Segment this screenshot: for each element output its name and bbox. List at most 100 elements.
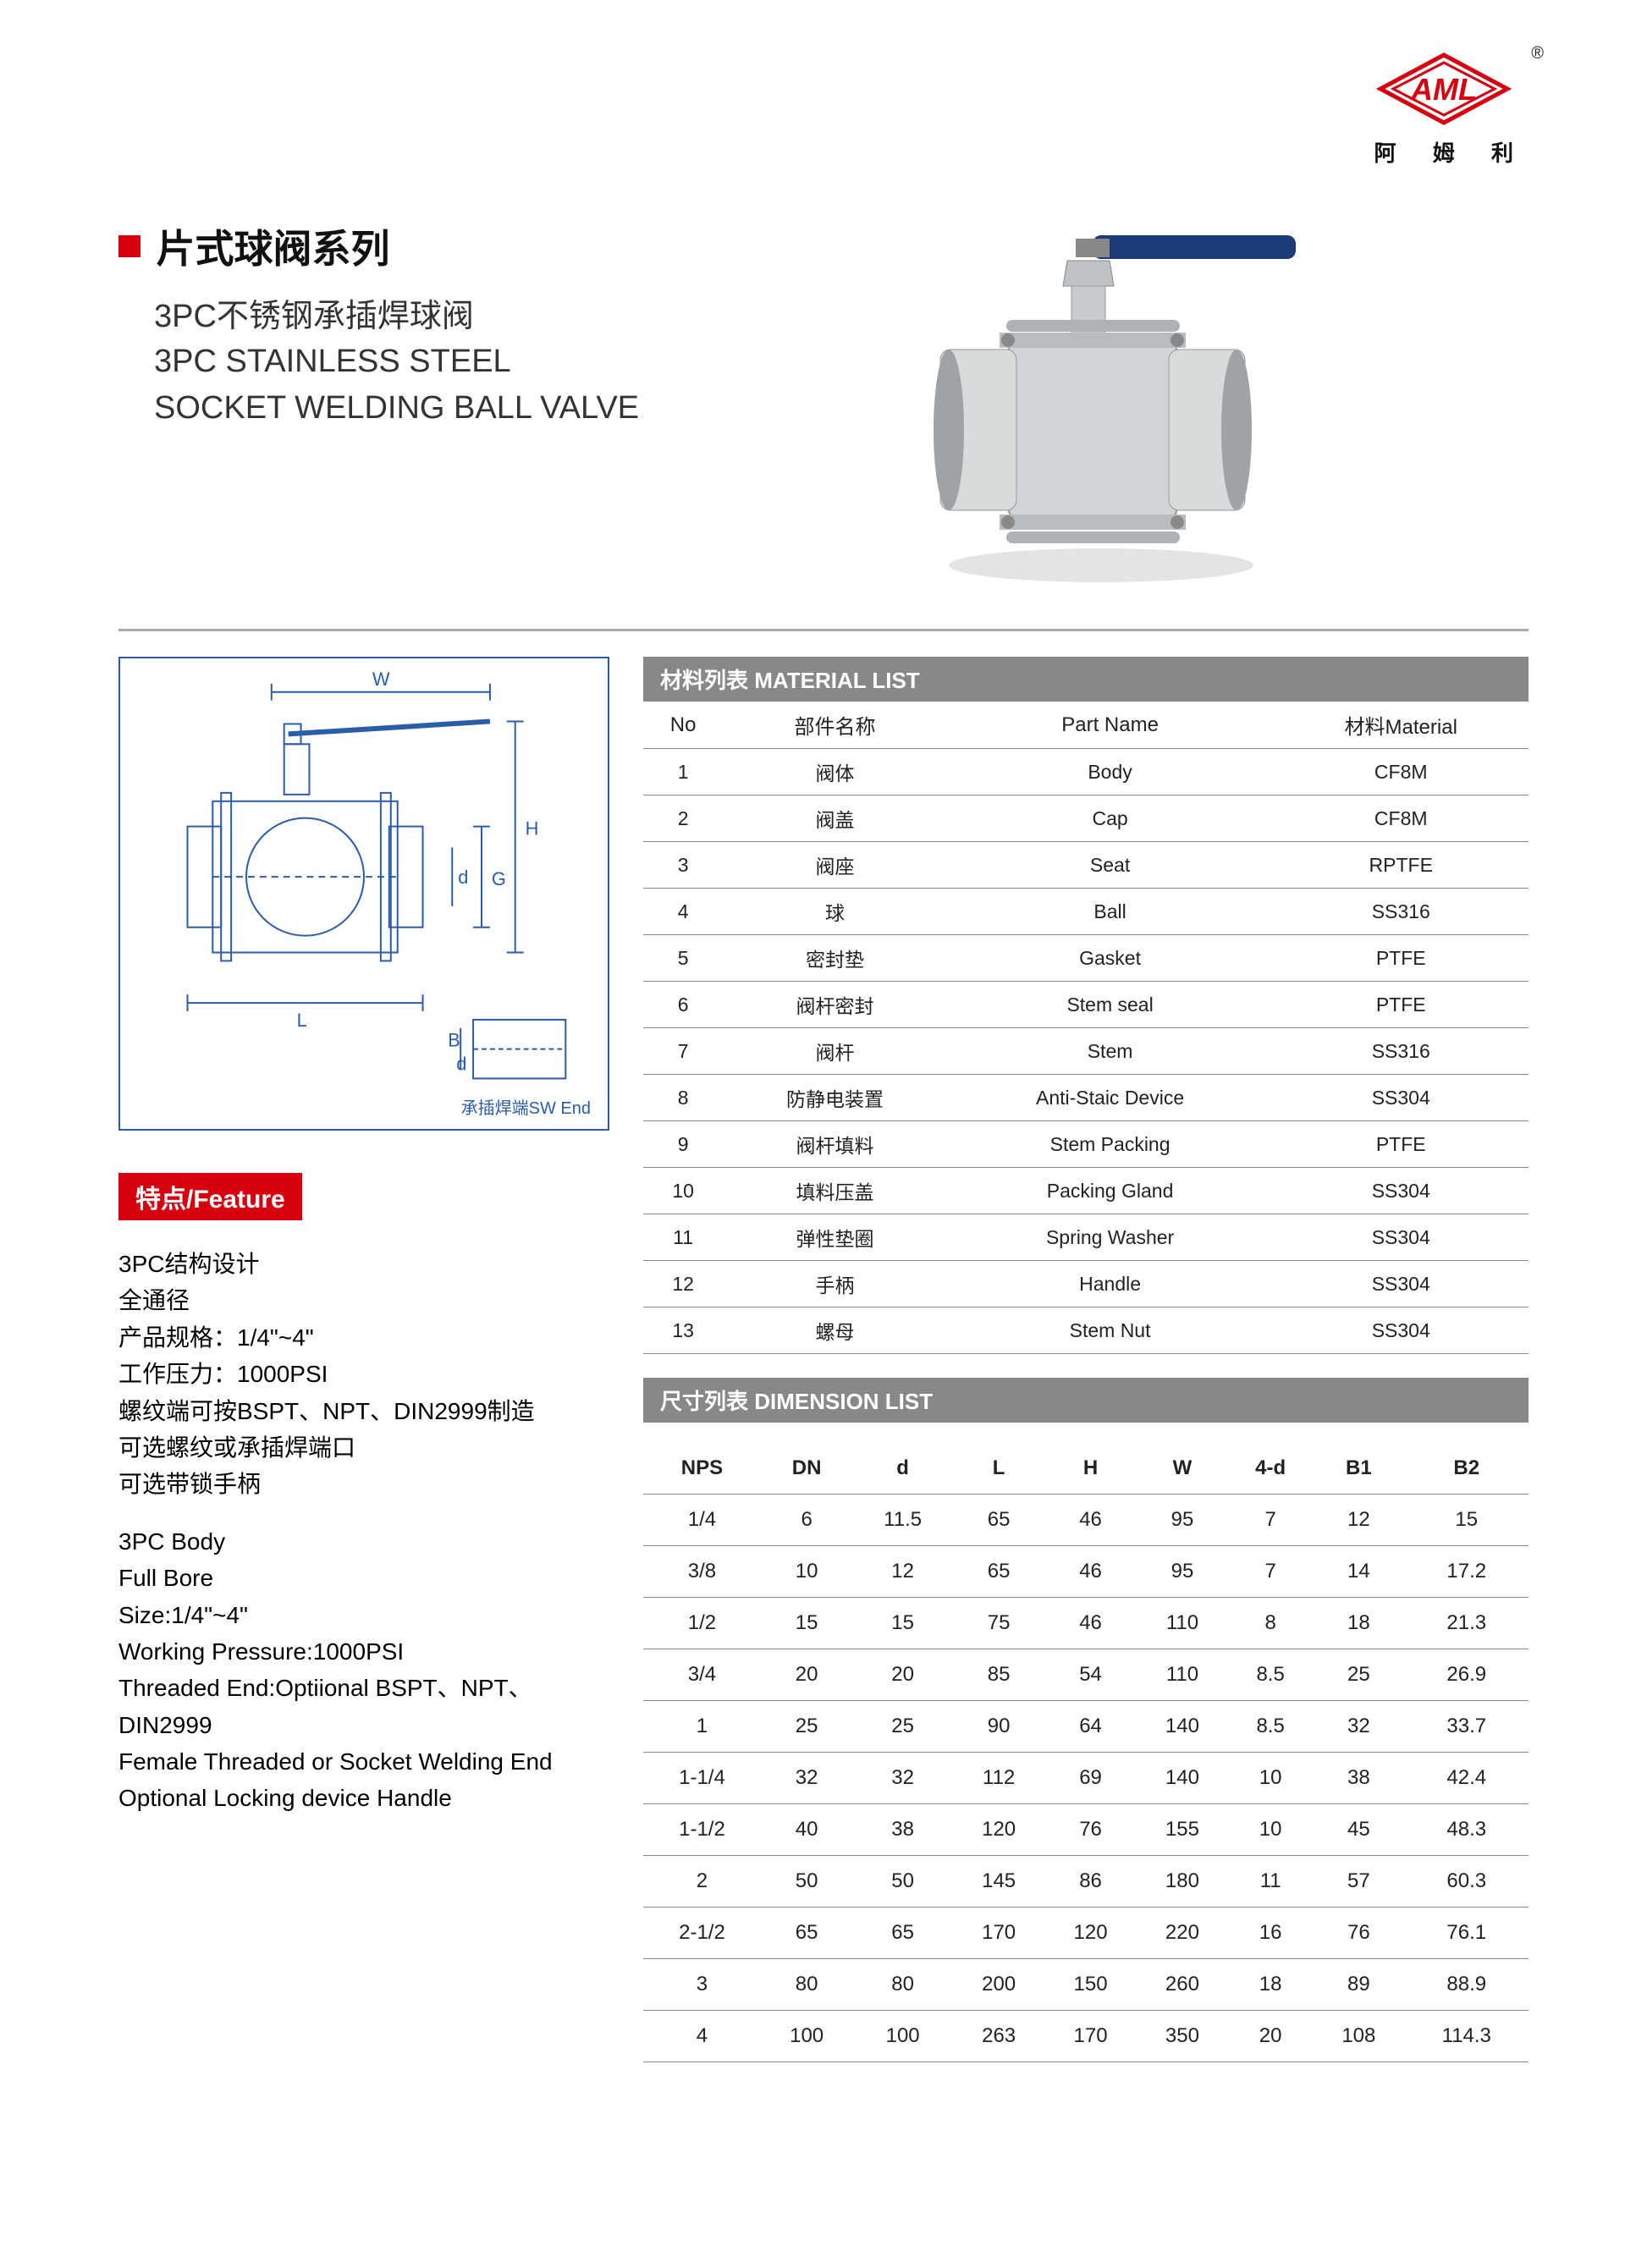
table-cell: Cap	[947, 795, 1274, 842]
table-cell: 18	[1228, 1959, 1313, 2011]
table-cell: 170	[953, 1907, 1044, 1959]
feature-line: Optional Locking device Handle	[118, 1780, 609, 1816]
table-cell: 14	[1313, 1546, 1404, 1598]
table-cell: 145	[953, 1856, 1044, 1907]
feature-line: 3PC Body	[118, 1523, 609, 1560]
title-block: 片式球阀系列 3PC不锈钢承插焊球阀 3PC STAINLESS STEEL S…	[118, 201, 639, 430]
table-cell: 阀体	[723, 749, 946, 795]
table-cell: SS304	[1273, 1214, 1529, 1261]
table-cell: 90	[953, 1701, 1044, 1753]
table-row: 5密封垫GasketPTFE	[643, 935, 1529, 982]
table-cell: 95	[1137, 1546, 1228, 1598]
table-cell: 20	[761, 1649, 852, 1701]
table-row: 1-1/2403812076155104548.3	[643, 1804, 1529, 1856]
table-cell: 防静电装置	[723, 1075, 946, 1121]
table-header-cell: DN	[761, 1443, 852, 1495]
diagram-caption: 承插焊端SW End	[461, 1094, 591, 1119]
svg-text:B: B	[448, 1030, 460, 1051]
table-cell: RPTFE	[1273, 842, 1529, 889]
table-cell: 1	[643, 749, 723, 795]
feature-line: 3PC结构设计	[118, 1246, 609, 1282]
table-cell: 阀盖	[723, 795, 946, 842]
table-cell: 1	[643, 1701, 761, 1753]
table-cell: 220	[1137, 1907, 1228, 1959]
table-row: 13螺母Stem NutSS304	[643, 1307, 1529, 1354]
table-cell: 1/4	[643, 1495, 761, 1546]
feature-line: 工作压力：1000PSI	[118, 1356, 609, 1392]
table-cell: 密封垫	[723, 935, 946, 982]
table-cell: 86	[1044, 1856, 1136, 1907]
table-cell: 10	[761, 1546, 852, 1598]
table-cell: 8	[1228, 1598, 1313, 1649]
table-cell: CF8M	[1273, 749, 1529, 795]
feature-header: 特点/Feature	[118, 1173, 302, 1220]
table-row: 1/4611.565469571215	[643, 1495, 1529, 1546]
table-cell: 8	[643, 1075, 723, 1121]
table-cell: 112	[953, 1753, 1044, 1804]
table-cell: 填料压盖	[723, 1168, 946, 1214]
table-cell: 42.4	[1405, 1753, 1529, 1804]
product-title-cn: 3PC不锈钢承插焊球阀	[154, 289, 639, 336]
table-cell: 3	[643, 1959, 761, 2011]
table-cell: 弹性垫圈	[723, 1214, 946, 1261]
table-cell: PTFE	[1273, 982, 1529, 1028]
table-header-cell: NPS	[643, 1443, 761, 1495]
table-header-cell: B1	[1313, 1443, 1404, 1495]
table-cell: 89	[1313, 1959, 1404, 2011]
table-cell: 57	[1313, 1856, 1404, 1907]
table-cell: 25	[761, 1701, 852, 1753]
table-cell: 20	[1228, 2011, 1313, 2062]
table-cell: 260	[1137, 1959, 1228, 2011]
material-table: No部件名称Part Name材料Material 1阀体BodyCF8M2阀盖…	[643, 702, 1529, 1354]
table-row: 4球BallSS316	[643, 889, 1529, 935]
table-cell: 46	[1044, 1546, 1136, 1598]
table-cell: 50	[852, 1856, 953, 1907]
table-cell: 3	[643, 842, 723, 889]
feature-line: 可选带锁手柄	[118, 1466, 609, 1502]
feature-line: 可选螺纹或承插焊端口	[118, 1429, 609, 1466]
dimension-table: NPSDNdLHW4-dB1B2 1/4611.5654695712153/81…	[643, 1443, 1529, 2062]
table-cell: 65	[953, 1546, 1044, 1598]
valve-illustration-icon	[881, 201, 1321, 591]
table-cell: Spring Washer	[947, 1214, 1274, 1261]
table-cell: 69	[1044, 1753, 1136, 1804]
table-header-cell: H	[1044, 1443, 1136, 1495]
table-cell: 26.9	[1405, 1649, 1529, 1701]
table-cell: 200	[953, 1959, 1044, 2011]
table-header-cell: 材料Material	[1273, 702, 1529, 749]
table-cell: 46	[1044, 1495, 1136, 1546]
table-header-cell: Part Name	[947, 702, 1274, 749]
table-cell: Body	[947, 749, 1274, 795]
lower-section: W H G d L B d 承插焊端SW End 特点/Feature 3PC结…	[118, 657, 1529, 2062]
table-cell: 170	[1044, 2011, 1136, 2062]
table-row: 12手柄HandleSS304	[643, 1261, 1529, 1307]
feature-line: Working Pressure:1000PSI	[118, 1633, 609, 1670]
material-list-header: 材料列表 MATERIAL LIST	[643, 657, 1529, 702]
table-cell: 8.5	[1228, 1701, 1313, 1753]
table-cell: 17.2	[1405, 1546, 1529, 1598]
table-cell: 32	[852, 1753, 953, 1804]
table-row: 8防静电装置Anti-Staic DeviceSS304	[643, 1075, 1529, 1121]
table-cell: 32	[1313, 1701, 1404, 1753]
left-column: W H G d L B d 承插焊端SW End 特点/Feature 3PC结…	[118, 657, 609, 2062]
divider	[118, 629, 1529, 631]
table-cell: 110	[1137, 1649, 1228, 1701]
svg-text:H: H	[526, 818, 539, 839]
table-cell: Stem	[947, 1028, 1274, 1075]
header-block: 片式球阀系列 3PC不锈钢承插焊球阀 3PC STAINLESS STEEL S…	[118, 201, 1529, 595]
table-row: 2阀盖CapCF8M	[643, 795, 1529, 842]
feature-list-en: 3PC BodyFull BoreSize:1/4"~4"Working Pre…	[118, 1523, 609, 1817]
table-cell: 76.1	[1405, 1907, 1529, 1959]
table-cell: SS304	[1273, 1307, 1529, 1354]
table-cell: 螺母	[723, 1307, 946, 1354]
table-cell: CF8M	[1273, 795, 1529, 842]
table-cell: Packing Gland	[947, 1168, 1274, 1214]
table-cell: 114.3	[1405, 2011, 1529, 2062]
table-cell: 25	[1313, 1649, 1404, 1701]
table-cell: 1-1/2	[643, 1804, 761, 1856]
table-row: 10填料压盖Packing GlandSS304	[643, 1168, 1529, 1214]
table-cell: 40	[761, 1804, 852, 1856]
table-cell: 8.5	[1228, 1649, 1313, 1701]
table-cell: 9	[643, 1121, 723, 1168]
table-cell: 20	[852, 1649, 953, 1701]
